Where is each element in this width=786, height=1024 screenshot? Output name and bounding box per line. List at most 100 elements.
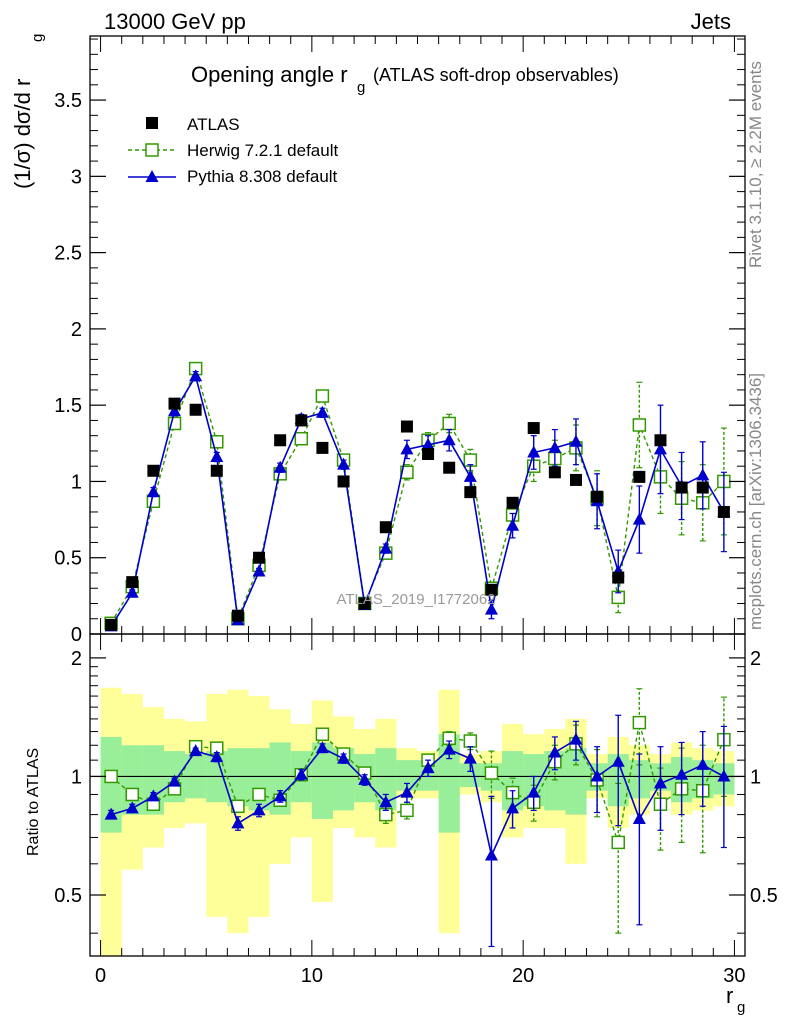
ratio-pythia-point [189,744,203,757]
pythia-point [463,469,477,482]
atlas-point [126,576,139,589]
atlas-point [612,571,625,584]
herwig-point [294,431,309,446]
ratio-pythia-point [358,772,372,785]
atlas-point [379,521,392,534]
ratio-pythia-point [506,801,520,814]
atlas-point [422,447,435,460]
ratio-ytick-label-left: 2 [71,648,82,670]
ratio-pythia-point [252,803,266,816]
ratio-pythia-point [146,789,160,802]
ratio-pythia-point [125,801,139,814]
atlas-point [696,481,709,494]
main-panel: 0 0.5 1 1.5 2 2.5 3 3.5 ATLAS_2019_I1772062 Ope… [10,34,746,646]
herwig-point [315,389,330,403]
band-outer [206,693,228,917]
atlas-point [485,583,498,596]
main-ylabel-sub: g [29,34,46,42]
ratio-pythia-point [442,742,456,755]
pythia-point [653,442,667,455]
pythia-point [421,437,435,450]
pythia-point [125,585,139,598]
band-inner [565,748,587,815]
atlas-point [506,496,519,509]
atlas-point [189,403,202,416]
atlas-point [464,486,477,499]
ratio-herwig-point [484,766,499,780]
ratio-panel: 0.5 0.51 12 20 10 20 30 Ratio to ATLAS r g [25,633,778,1016]
atlas-point [231,609,244,622]
main-ytick-label: 2.5 [54,243,82,265]
pythia-point [632,512,646,525]
herwig-point [632,418,647,432]
pythia-point [484,602,498,615]
atlas-point [633,470,646,483]
header-right: Jets [691,9,731,34]
main-ytick-label: 0.5 [54,548,82,570]
ratio-pythia-point [484,848,498,861]
ratio-pythia-point [273,789,287,802]
header-left: 13000 GeV pp [104,9,246,34]
atlas-point [548,466,561,479]
ratio-herwig-point [611,835,625,850]
herwig-point [442,416,456,431]
main-ytick-label: 3 [71,166,82,188]
main-ytick-label: 0 [71,624,82,646]
chart-title-main: Opening angle r [191,62,348,87]
ratio-xtick-label: 30 [723,965,745,987]
ratio-pythia-point [463,751,477,764]
chart-title-sub: g [357,79,365,96]
pythia-point [527,445,541,458]
pythia-point [548,440,562,453]
ratio-pythia-line [110,738,725,859]
band-inner [438,734,460,833]
ratio-pythia-point [717,769,731,782]
pythia-point [442,433,456,446]
ratio-pythia-point [379,795,393,808]
pythia-point [210,450,224,463]
ratio-ytick-label-right: 0.5 [750,885,778,907]
band-inner [142,745,164,815]
atlas-point [337,475,350,488]
ratio-pythia-point [569,732,583,745]
ratio-pythia-point [231,816,245,829]
ratio-ytick-label-left: 0.5 [54,885,82,907]
legend-marker-herwig [145,143,159,157]
ratio-pythia-point [611,754,625,767]
atlas-point [295,414,308,427]
pythia-line [110,374,725,627]
pythia-point [315,405,329,418]
legend-marker-atlas [146,117,158,129]
atlas-point [358,597,371,610]
atlas-point [527,422,540,435]
legend: ATLAS Herwig 7.2.1 default Pythia 8.308 … [128,115,338,186]
rivet-version-label: Rivet 3.1.10, ≥ 2.2M events [746,61,765,268]
ratio-herwig-point [315,727,330,741]
ratio-pythia-point [421,761,435,774]
pythia-point [189,369,203,382]
atlas-point [400,420,413,433]
xlabel: r [726,983,733,1008]
ratio-pythia-point [675,767,689,780]
xlabel-sub: g [737,999,745,1016]
ratio-ytick-label-right: 2 [750,648,761,670]
atlas-point [654,434,667,447]
atlas-point [105,618,118,631]
legend-label-atlas: ATLAS [187,115,240,134]
main-ytick-label: 3.5 [54,90,82,112]
ratio-herwig-point [125,787,140,802]
ratio-ylabel: Ratio to ATLAS [25,748,42,856]
atlas-point [168,397,181,410]
atlas-point [717,505,730,518]
legend-marker-pythia [145,170,159,182]
atlas-point [274,434,287,447]
atlas-point [253,551,266,564]
pythia-point [506,518,520,531]
atlas-point [569,473,582,486]
ratio-pythia-point [590,769,604,782]
atlas-point [675,481,688,494]
ratio-pythia-point [400,785,414,798]
band-inner [375,748,397,811]
ratio-herwig-point [252,787,266,802]
